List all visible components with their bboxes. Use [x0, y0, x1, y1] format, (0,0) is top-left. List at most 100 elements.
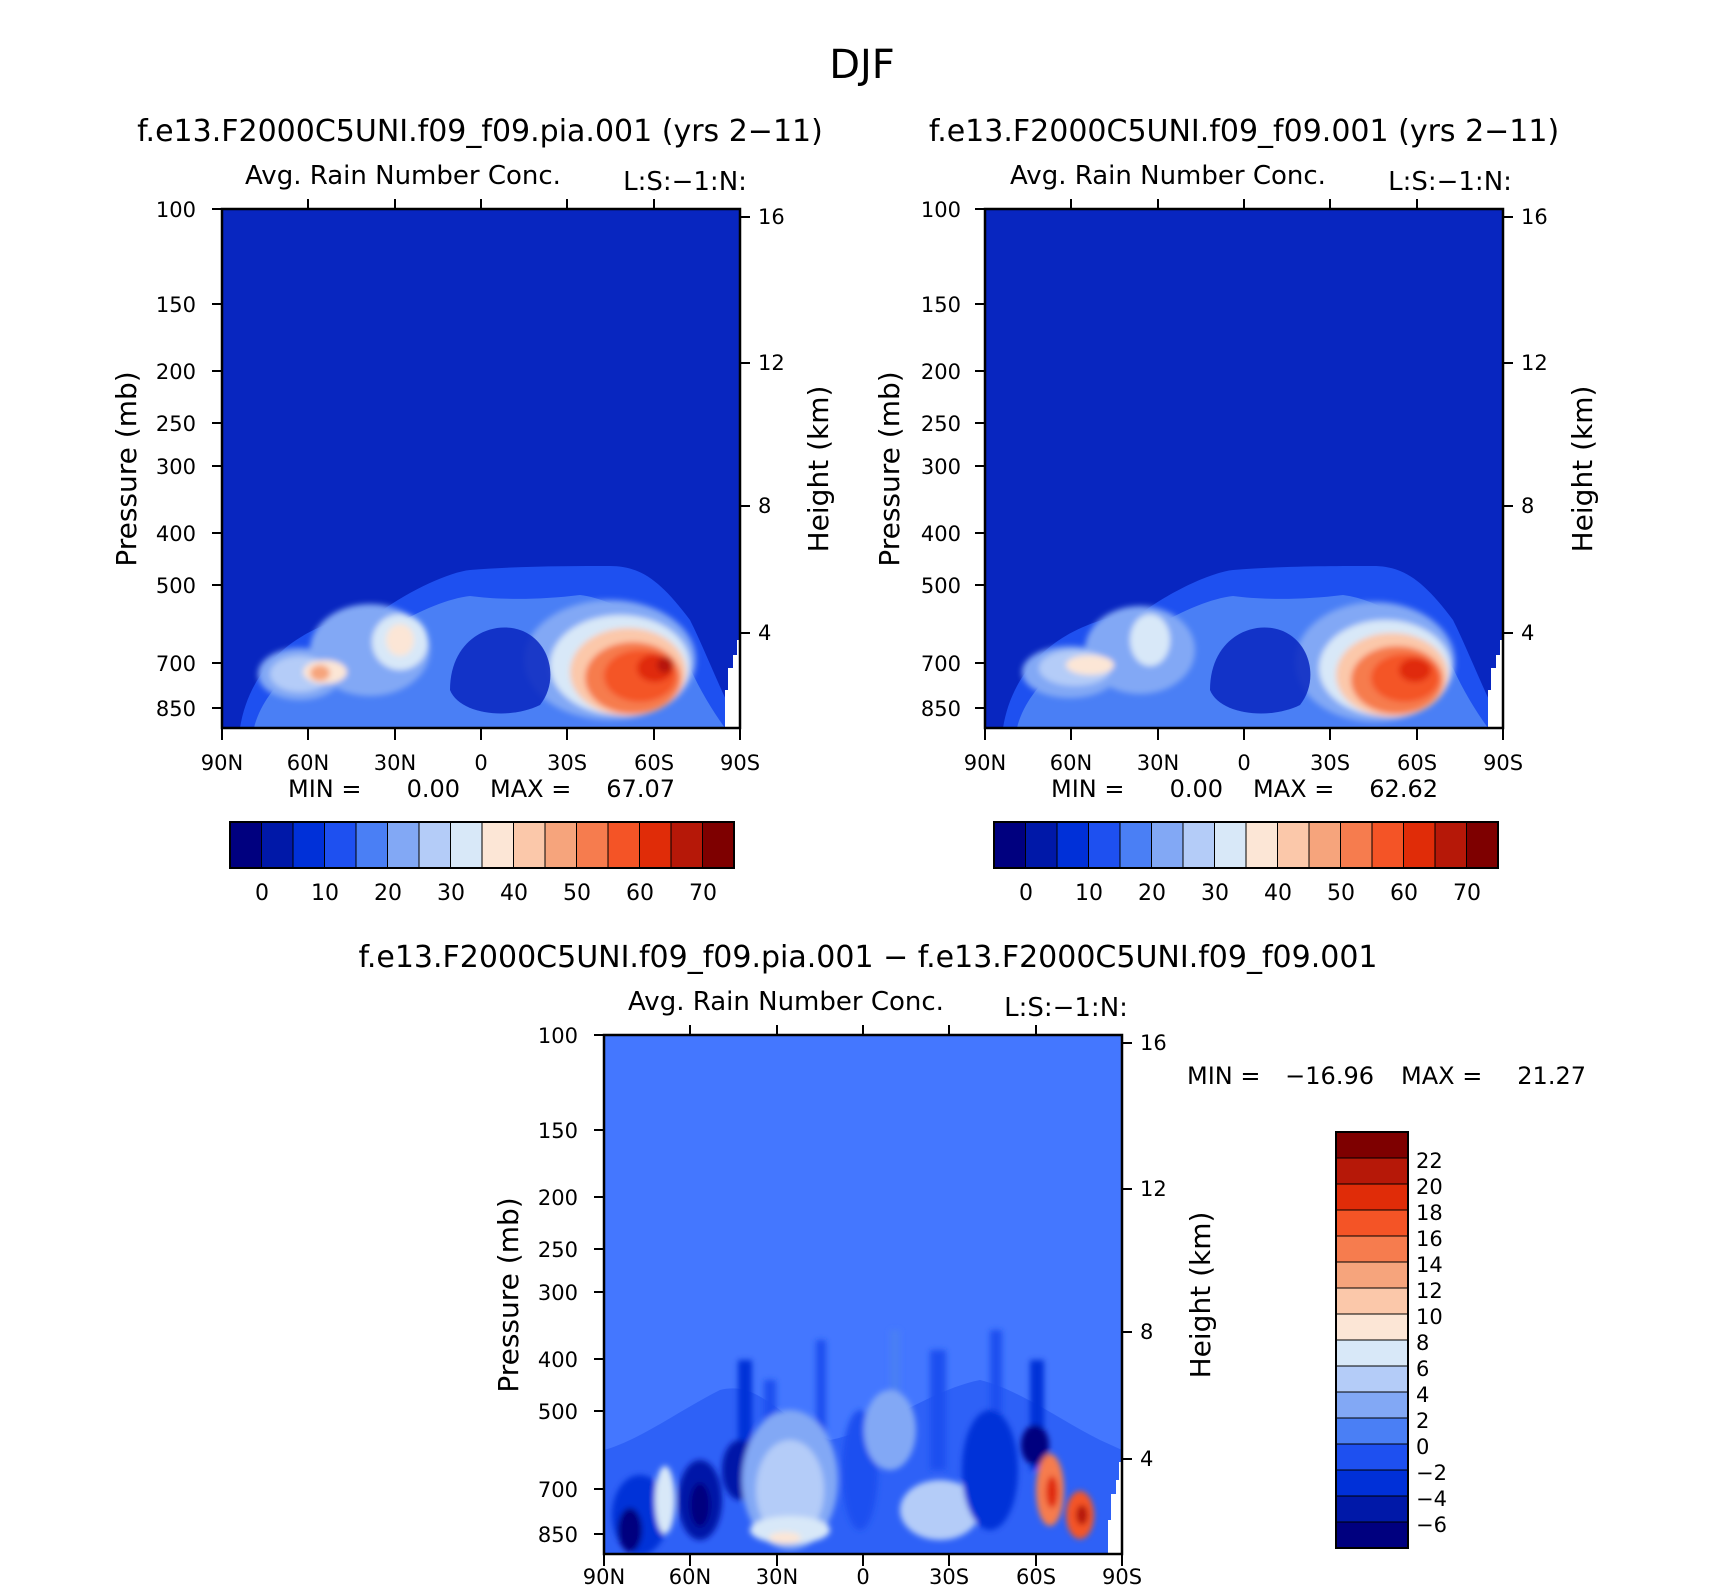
panel-a-colorbar-swatch: [324, 821, 357, 869]
figure-title: DJF: [829, 42, 895, 88]
pressure-tick-300: 300: [538, 1281, 578, 1305]
lat-tick-60s: 60S: [634, 751, 674, 775]
pressure-tick-700: 700: [921, 652, 961, 676]
pressure-tick-300: 300: [156, 455, 196, 479]
panel-c-colorbar-swatch: [1335, 1443, 1409, 1471]
panel-a-colorbar-swatch: [355, 821, 388, 869]
panel-c-cbar-label-14: 14: [1416, 1253, 1443, 1277]
pressure-tick-300: 300: [921, 455, 961, 479]
panel-c-cbar-label-10: 10: [1416, 1305, 1443, 1329]
panel-b-colorbar-swatch: [1434, 821, 1467, 869]
panel-b-colorbar-swatch: [1214, 821, 1247, 869]
panel-b-colorbar-swatch: [1371, 821, 1404, 869]
panel-b-colorbar: 0 10 20 30 40 50 60 70: [993, 821, 1499, 906]
panel-c-max-value: 21.27: [1517, 1062, 1586, 1090]
height-tick-8: 8: [1140, 1320, 1153, 1344]
panel-a-max-label: MAX =: [490, 775, 571, 803]
panel-c-colorbar-swatch: [1335, 1209, 1409, 1237]
lat-tick-60n: 60N: [669, 1565, 711, 1586]
panel-c-colorbar-swatch: [1335, 1417, 1409, 1445]
panel-c-cbar-label-6: 6: [1416, 1357, 1429, 1381]
lat-tick-30s: 30S: [929, 1565, 969, 1586]
lat-tick-90s: 90S: [1483, 751, 1523, 775]
panel-c-colorbar-swatch: [1335, 1495, 1409, 1523]
panel-c-colorbar-swatch: [1335, 1183, 1409, 1211]
panel-a-colorbar-swatch: [576, 821, 609, 869]
panel-a-cbar-label-0: 0: [255, 881, 269, 906]
panel-c-colorbar-swatch: [1335, 1131, 1409, 1159]
panel-b-colorbar-swatch: [1182, 821, 1215, 869]
panel-a: f.e13.F2000C5UNI.f09_f09.pia.001 (yrs 2−…: [110, 114, 835, 906]
panel-a-colorbar-swatch: [229, 821, 262, 869]
panel-b-max-label: MAX =: [1253, 775, 1334, 803]
panel-a-colorbar-swatch: [418, 821, 451, 869]
panel-a-height-axis: 16 12 8 4 Height (km): [740, 205, 835, 645]
panel-c-cbar-label-0: 0: [1416, 1435, 1429, 1459]
panel-b-cbar-label-20: 20: [1138, 881, 1166, 906]
panel-c-colorbar-swatch: [1335, 1157, 1409, 1185]
height-tick-4: 4: [758, 621, 771, 645]
panel-b-colorbar-swatch: [1088, 821, 1121, 869]
panel-b-colorbar-swatch: [1151, 821, 1184, 869]
height-tick-8: 8: [1521, 494, 1534, 518]
panel-a-colorbar: 0 10 20 30 40 50 60 70: [229, 821, 735, 906]
panel-c-code: L:S:−1:N:: [1004, 993, 1128, 1023]
panel-c-subtitle: Avg. Rain Number Conc.: [628, 987, 944, 1017]
panel-a-heatmap: [222, 209, 740, 728]
lat-tick-90s: 90S: [1102, 1565, 1142, 1586]
pressure-tick-150: 150: [921, 293, 961, 317]
pressure-tick-700: 700: [156, 652, 196, 676]
panel-b-colorbar-swatch: [1308, 821, 1341, 869]
pressure-tick-100: 100: [921, 198, 961, 222]
panel-a-title: f.e13.F2000C5UNI.f09_f09.pia.001 (yrs 2−…: [137, 114, 823, 149]
panel-a-colorbar-swatch: [481, 821, 514, 869]
panel-a-max-value: 67.07: [606, 775, 675, 803]
panel-b-cbar-label-70: 70: [1453, 881, 1481, 906]
panel-a-stats: MIN = 0.00 MAX = 67.07: [288, 775, 675, 803]
lat-tick-30n: 30N: [374, 751, 416, 775]
lat-tick-60n: 60N: [1050, 751, 1092, 775]
panel-b-subtitle: Avg. Rain Number Conc.: [1010, 161, 1326, 191]
panel-c-colorbar: 22 20 18 16 14 12 10 8 6 4 2 0 −2 −4 −6: [1335, 1131, 1447, 1549]
panel-b-height-axis: 16 12 8 4 Height (km): [1503, 205, 1599, 645]
panel-c-cbar-label-20: 20: [1416, 1175, 1443, 1199]
panel-a-colorbar-swatch: [292, 821, 325, 869]
panel-a-cbar-label-50: 50: [563, 881, 591, 906]
panel-a-cbar-label-40: 40: [500, 881, 528, 906]
panel-a-colorbar-swatch: [261, 821, 294, 869]
height-tick-4: 4: [1140, 1447, 1153, 1471]
panel-b-colorbar-swatch: [1466, 821, 1499, 869]
lat-tick-0: 0: [474, 751, 487, 775]
panel-c-colorbar-swatch: [1335, 1261, 1409, 1289]
pressure-tick-850: 850: [156, 697, 196, 721]
panel-a-lat-axis: 90N 60N 30N 0 30S 60S 90S: [201, 199, 760, 775]
panel-c-cbar-label-minus6: −6: [1416, 1513, 1447, 1537]
panel-a-cbar-label-60: 60: [626, 881, 654, 906]
panel-b-cbar-label-0: 0: [1019, 881, 1033, 906]
panel-a-colorbar-swatch: [702, 821, 735, 869]
panel-c-cbar-label-minus2: −2: [1416, 1461, 1447, 1485]
panel-b-y2label: Height (km): [1566, 386, 1599, 553]
panel-b-lat-axis: 90N 60N 30N 0 30S 60S 90S: [964, 199, 1523, 775]
panel-a-colorbar-swatch: [387, 821, 420, 869]
panel-c-cbar-label-2: 2: [1416, 1409, 1429, 1433]
panel-a-cbar-label-30: 30: [437, 881, 465, 906]
pressure-tick-250: 250: [538, 1238, 578, 1262]
panel-c-colorbar-swatch: [1335, 1391, 1409, 1419]
panel-b-colorbar-swatch: [1119, 821, 1152, 869]
panel-a-pressure-axis: 100 150 200 250 300 400 500 700 850 Pres…: [110, 198, 222, 721]
panel-b-colorbar-swatch: [1025, 821, 1058, 869]
panel-c-colorbar-swatch: [1335, 1469, 1409, 1497]
panel-a-colorbar-swatch: [513, 821, 546, 869]
panel-a-min-label: MIN =: [288, 775, 361, 803]
panel-c-stats: MIN = −16.96 MAX = 21.27: [1187, 1062, 1586, 1090]
panel-c-colorbar-swatch: [1335, 1521, 1409, 1549]
panel-b-heatmap: [985, 209, 1503, 728]
pressure-tick-850: 850: [538, 1523, 578, 1547]
panel-b-title: f.e13.F2000C5UNI.f09_f09.001 (yrs 2−11): [929, 114, 1559, 149]
panel-c-heatmap: [604, 1035, 1122, 1554]
lat-tick-90s: 90S: [720, 751, 760, 775]
lat-tick-90n: 90N: [201, 751, 243, 775]
pressure-tick-150: 150: [156, 293, 196, 317]
panel-c-title: f.e13.F2000C5UNI.f09_f09.pia.001 − f.e13…: [358, 940, 1377, 975]
